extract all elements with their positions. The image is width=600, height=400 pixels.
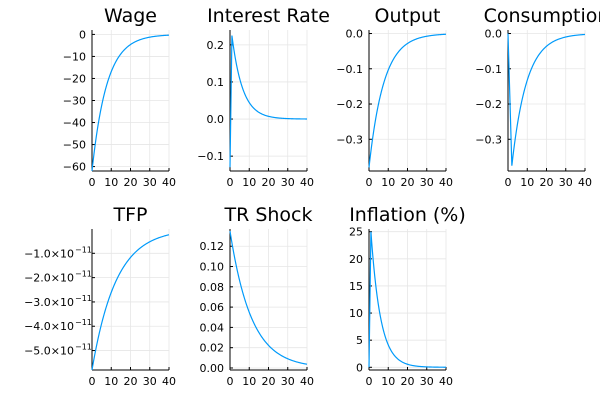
y-tick-label: 15 bbox=[349, 280, 363, 293]
x-tick-label: 40 bbox=[162, 375, 176, 388]
x-tick-label: 0 bbox=[89, 176, 96, 189]
y-tick-exponent: −11 bbox=[75, 245, 92, 254]
x-tick-label: 0 bbox=[505, 176, 512, 189]
y-tick-label: −40 bbox=[63, 117, 86, 130]
chart-title: TR Shock bbox=[223, 204, 312, 226]
x-tick-label: 20 bbox=[540, 176, 554, 189]
y-tick-label: −4.0×10 bbox=[24, 320, 74, 333]
y-tick-label: −0.2 bbox=[475, 98, 502, 111]
y-tick-label: 0.12 bbox=[200, 240, 225, 253]
x-tick-label: 30 bbox=[143, 375, 157, 388]
y-tick-label: 0.04 bbox=[200, 321, 225, 334]
y-tick-label: −10 bbox=[63, 50, 86, 63]
x-tick-label: 40 bbox=[578, 176, 592, 189]
chart-title: TFP bbox=[113, 204, 148, 226]
series-line bbox=[91, 34, 170, 172]
y-tick-label: 25 bbox=[349, 226, 363, 239]
x-tick-label: 0 bbox=[366, 176, 373, 189]
y-tick-label: −0.3 bbox=[475, 133, 502, 146]
y-tick-exponent: −11 bbox=[75, 294, 92, 303]
y-tick-label: −0.2 bbox=[336, 98, 363, 111]
x-tick-label: 0 bbox=[227, 176, 234, 189]
series-line bbox=[229, 230, 308, 365]
x-tick-label: 0 bbox=[227, 375, 234, 388]
y-tick-label: −30 bbox=[63, 95, 86, 108]
x-tick-label: 10 bbox=[520, 176, 534, 189]
series-line bbox=[368, 33, 447, 168]
panel-7: Inflation (%) 0 10 20 30 40 0 5 10 15 20 25 bbox=[349, 204, 466, 388]
panel-6: TR Shock 0 10 20 30 40 0.00 0.02 0.04 0.06 0.08 0.1… bbox=[200, 204, 315, 388]
chart-title: Wage bbox=[104, 5, 157, 27]
x-tick-label: 30 bbox=[281, 375, 295, 388]
y-tick-label: −0.1 bbox=[475, 63, 502, 76]
y-tick-label: 0 bbox=[79, 28, 86, 41]
x-tick-label: 40 bbox=[439, 176, 453, 189]
x-tick-label: 40 bbox=[300, 375, 314, 388]
x-tick-label: 30 bbox=[281, 176, 295, 189]
y-tick-label: −2.0×10 bbox=[24, 272, 74, 285]
y-tick-label: 0.0 bbox=[346, 28, 364, 41]
x-tick-label: 10 bbox=[381, 176, 395, 189]
x-tick-label: 10 bbox=[242, 176, 256, 189]
y-tick-label: 0.06 bbox=[200, 301, 225, 314]
y-tick-label: 20 bbox=[349, 253, 363, 266]
x-tick-label: 20 bbox=[262, 375, 276, 388]
series-line bbox=[507, 33, 586, 166]
panel-1: Wage 0 10 20 30 40 −60 −50 −40 −30 −20 −10 0 bbox=[63, 5, 176, 189]
series-line bbox=[91, 234, 170, 371]
y-tick-label: 0.0 bbox=[207, 113, 225, 126]
y-tick-label: 0 bbox=[356, 361, 363, 374]
y-tick-label: −0.1 bbox=[336, 63, 363, 76]
chart-title: Inflation (%) bbox=[349, 204, 466, 226]
y-tick-exponent: −11 bbox=[75, 318, 92, 327]
x-tick-label: 30 bbox=[420, 375, 434, 388]
series-line bbox=[368, 231, 446, 368]
x-tick-label: 30 bbox=[559, 176, 573, 189]
chart-title: Consumption bbox=[484, 5, 600, 27]
y-tick-label: 0.1 bbox=[207, 76, 225, 89]
x-tick-label: 20 bbox=[124, 176, 138, 189]
y-tick-label: 0.00 bbox=[200, 362, 225, 375]
y-tick-label: −0.1 bbox=[197, 150, 224, 163]
y-tick-label: 0.08 bbox=[200, 281, 225, 294]
chart-title: Output bbox=[375, 5, 441, 27]
y-tick-label: 0.2 bbox=[207, 39, 225, 52]
x-tick-label: 10 bbox=[104, 176, 118, 189]
series-line bbox=[229, 35, 307, 168]
chart-title: Interest Rate bbox=[207, 5, 330, 27]
panel-4: Consumption 0 10 20 30 40 −0.3 −0.2 −0.1 0.0 bbox=[475, 5, 600, 189]
y-tick-label: −0.3 bbox=[336, 133, 363, 146]
y-tick-label: −20 bbox=[63, 72, 86, 85]
x-tick-label: 0 bbox=[366, 375, 373, 388]
x-tick-label: 40 bbox=[162, 176, 176, 189]
y-tick-label: 10 bbox=[349, 307, 363, 320]
x-tick-label: 40 bbox=[439, 375, 453, 388]
x-tick-label: 30 bbox=[420, 176, 434, 189]
panel-2: Interest Rate 0 10 20 30 40 −0.1 0.0 0.1 0.2 bbox=[197, 5, 330, 189]
y-tick-exponent: −11 bbox=[75, 270, 92, 279]
y-tick-label: −50 bbox=[63, 139, 86, 152]
y-tick-label: 0.0 bbox=[485, 28, 503, 41]
y-tick-label: 0.02 bbox=[200, 342, 225, 355]
y-tick-label: −3.0×10 bbox=[24, 296, 74, 309]
x-tick-label: 30 bbox=[143, 176, 157, 189]
x-tick-label: 20 bbox=[401, 176, 415, 189]
y-tick-label: −1.0×10 bbox=[24, 247, 74, 260]
y-tick-label: 0.10 bbox=[200, 261, 225, 274]
x-tick-label: 20 bbox=[262, 176, 276, 189]
x-tick-label: 40 bbox=[300, 176, 314, 189]
y-tick-label: −60 bbox=[63, 161, 86, 174]
x-tick-label: 20 bbox=[124, 375, 138, 388]
x-tick-label: 0 bbox=[89, 375, 96, 388]
panel-3: Output 0 10 20 30 40 −0.3 −0.2 −0.1 0.0 bbox=[336, 5, 453, 189]
y-tick-label: 5 bbox=[356, 334, 363, 347]
x-tick-label: 10 bbox=[104, 375, 118, 388]
x-tick-label: 10 bbox=[381, 375, 395, 388]
x-tick-label: 10 bbox=[242, 375, 256, 388]
x-tick-label: 20 bbox=[401, 375, 415, 388]
y-tick-exponent: −11 bbox=[75, 343, 92, 352]
y-tick-label: −5.0×10 bbox=[24, 345, 74, 358]
